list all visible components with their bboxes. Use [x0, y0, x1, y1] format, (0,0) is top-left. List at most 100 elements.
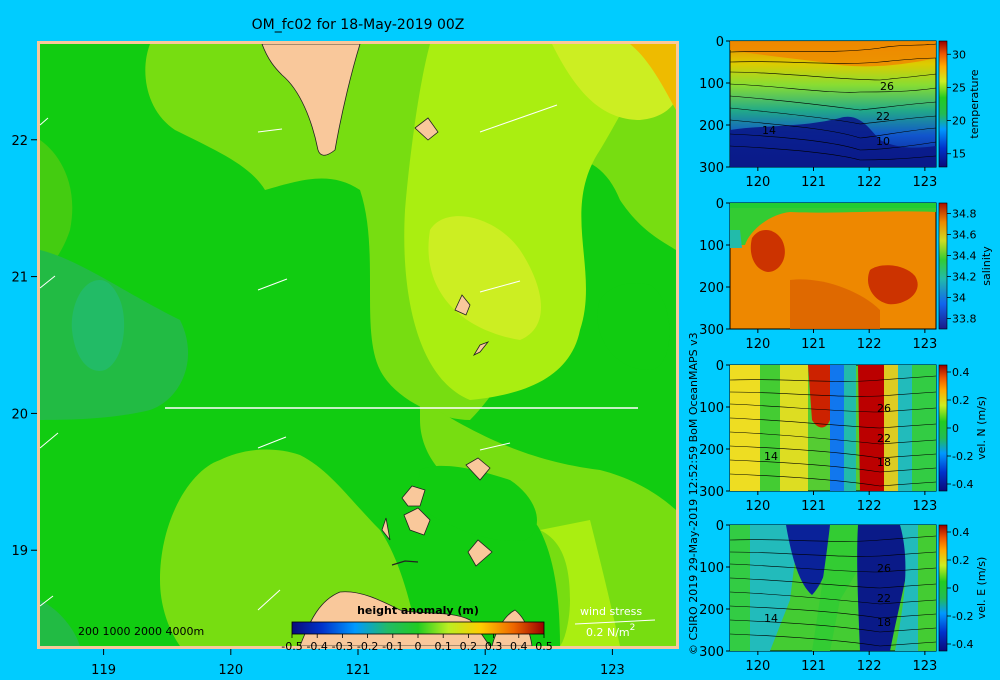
wind-vector — [257, 128, 283, 133]
anomaly-patch — [40, 140, 73, 280]
anomaly-patch — [71, 280, 125, 371]
colorbar-tick-label: 0 — [415, 640, 422, 653]
colorbar-tick-label: -0.3 — [332, 640, 353, 653]
x-tick-label: 120 — [218, 663, 243, 678]
island-land — [391, 560, 419, 566]
y-tick-label: 200 — [699, 443, 724, 458]
y-tick-label: 20 — [11, 407, 28, 422]
vel-n-patch — [760, 365, 780, 491]
y-tick-label: 300 — [699, 485, 724, 500]
x-tick-label: 123 — [912, 337, 937, 352]
salinity-fresh-layer — [730, 203, 936, 245]
x-tick-label: 121 — [801, 499, 826, 514]
depth-legend: 200 1000 2000 4000m — [78, 625, 204, 638]
island-land — [403, 507, 431, 536]
y-tick-label: 200 — [699, 603, 724, 618]
x-tick-label: 122 — [857, 337, 882, 352]
colorbar-tick-label: 0.4 — [952, 366, 970, 379]
temperature-colorbar-label: temperature — [968, 69, 981, 138]
x-tick-label: 122 — [473, 663, 498, 678]
vel-n-colorbar — [938, 364, 948, 492]
wind-vector — [257, 436, 287, 449]
colorbar-tick-label: 34.2 — [952, 271, 977, 284]
anomaly-patch — [40, 600, 80, 646]
colorbar-label: height anomaly (m) — [357, 604, 479, 617]
chart-title: OM_fc02 for 18-May-2019 00Z — [252, 17, 465, 33]
vel-e-contours — [729, 535, 937, 647]
y-tick-label: 19 — [11, 544, 28, 559]
y-tick-label: 300 — [699, 645, 724, 660]
x-tick-label: 121 — [801, 175, 826, 190]
y-tick-label: 300 — [699, 161, 724, 176]
island-land — [472, 341, 490, 356]
colorbar-tick-label: 0 — [952, 582, 959, 595]
y-tick-label: 300 — [699, 323, 724, 338]
y-tick-label: 21 — [11, 271, 28, 286]
wind-vector — [39, 595, 54, 607]
x-tick-label: 120 — [745, 337, 770, 352]
colorbar-tick-label: 34 — [952, 292, 966, 305]
salinity-colorbar — [938, 202, 948, 330]
temperature-cold-layer — [730, 116, 936, 167]
contour-label: 26 — [880, 80, 894, 93]
x-tick-label: 120 — [745, 659, 770, 674]
contour-label: 26 — [877, 402, 891, 415]
temperature-colorbar — [938, 40, 948, 168]
colorbar-tick-label: 20 — [952, 115, 966, 128]
colorbar-tick-label: 0.1 — [434, 640, 452, 653]
wind-vector — [39, 275, 56, 289]
y-tick-label: 0 — [716, 197, 724, 212]
vel-n-patch — [884, 365, 898, 491]
island-land — [467, 539, 493, 567]
wind-vector — [257, 278, 288, 291]
y-tick-label: 100 — [699, 77, 724, 92]
wind-vector — [257, 589, 281, 611]
wind-stress-exponent: 2 — [630, 623, 636, 633]
colorbar-tick-label: 33.8 — [952, 313, 977, 326]
wind-vector — [479, 442, 511, 451]
salinity-section-panel: salinity — [729, 202, 993, 330]
island-land — [414, 117, 439, 141]
salinity-patch — [790, 279, 880, 329]
vel-e-patch — [786, 525, 831, 595]
island-land — [381, 517, 391, 541]
contour-label: 18 — [877, 456, 891, 469]
wind-stress-vectors — [39, 104, 656, 625]
colorbar-tick-label: -0.2 — [952, 610, 973, 623]
x-tick-label: 122 — [857, 175, 882, 190]
contour-label: 22 — [876, 110, 890, 123]
y-tick-label: 200 — [699, 281, 724, 296]
x-tick-label: 121 — [801, 659, 826, 674]
colorbar-tick-label: 15 — [952, 148, 966, 161]
y-tick-label: 0 — [716, 35, 724, 50]
colorbar-tick-label: -0.2 — [952, 450, 973, 463]
anomaly-patch — [418, 465, 537, 541]
x-tick-label: 123 — [912, 659, 937, 674]
vel-e-colorbar-label: vel. E (m/s) — [975, 557, 988, 620]
salinity-surface — [730, 203, 936, 208]
vel-n-patch — [730, 365, 760, 491]
contour-label: 22 — [877, 432, 891, 445]
vel-n-patch — [912, 365, 936, 491]
velocity-north-section-panel: 26 22 18 14 vel. N (m/s) — [729, 364, 988, 492]
height-anomaly-colorbar: height anomaly (m) -0.5 -0.4 -0.3 -0.2 -0.1 0… — [281, 604, 552, 653]
colorbar-ticks: -0.5 -0.4 -0.3 -0.2 -0.1 0 0.1 0.2 0.3 0.4 0.5 — [281, 634, 553, 653]
wind-vector — [39, 432, 59, 449]
vel-e-patch — [730, 525, 750, 651]
colorbar-tick-label: -0.1 — [382, 640, 403, 653]
colorbar-tick-label: 0.5 — [535, 640, 553, 653]
y-tick-label: 100 — [699, 239, 724, 254]
colorbar-tick-label: 0 — [952, 422, 959, 435]
colorbar-tick-label: -0.4 — [952, 478, 973, 491]
contour-label: 22 — [877, 592, 891, 605]
contour-label: 14 — [762, 124, 776, 137]
anomaly-patch — [552, 44, 676, 120]
colorbar-gradient — [291, 621, 545, 635]
island-land — [401, 485, 426, 507]
vel-n-contours — [729, 375, 937, 487]
wind-vector — [479, 280, 521, 293]
colorbar-tick-label: 0.3 — [485, 640, 503, 653]
salinity-colorbar-label: salinity — [980, 246, 993, 286]
